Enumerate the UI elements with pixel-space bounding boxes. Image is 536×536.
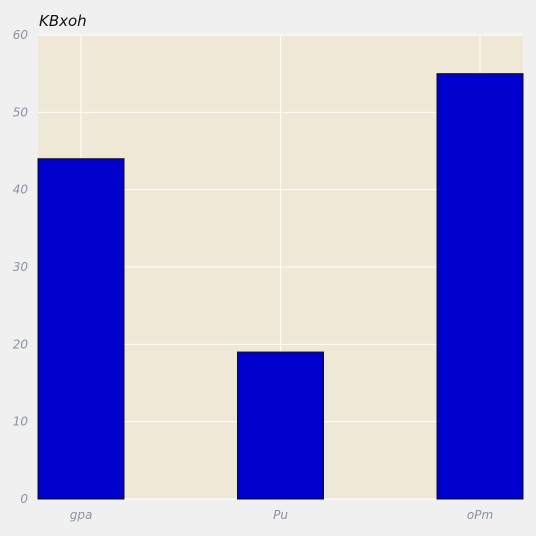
x-tick-label: oPm bbox=[467, 508, 493, 522]
y-tick-label: 50 bbox=[13, 105, 29, 119]
x-tick-label: gpa bbox=[70, 508, 93, 522]
bar-oPm bbox=[437, 74, 523, 499]
y-tick-label: 0 bbox=[20, 492, 28, 506]
y-tick-label: 30 bbox=[13, 260, 29, 274]
x-tick-label: Pu bbox=[273, 508, 288, 522]
chart-title: KBxoh bbox=[39, 12, 87, 30]
bar-Pu bbox=[238, 352, 324, 499]
y-tick-label: 40 bbox=[13, 183, 29, 197]
y-tick-label: 10 bbox=[13, 415, 29, 429]
y-tick-label: 20 bbox=[13, 337, 29, 351]
bar-gpa bbox=[38, 159, 124, 499]
y-tick-label: 60 bbox=[13, 28, 29, 42]
